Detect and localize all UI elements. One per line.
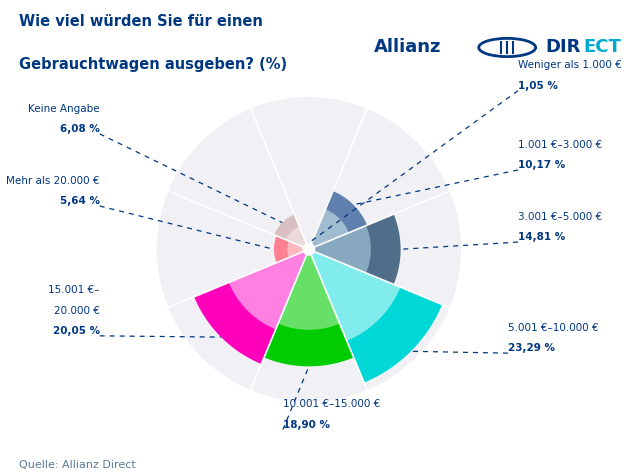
Polygon shape — [287, 241, 309, 257]
Polygon shape — [306, 243, 311, 249]
Text: DIR: DIR — [545, 38, 580, 57]
Polygon shape — [309, 209, 349, 249]
Text: 3.001 €–5.000 €: 3.001 €–5.000 € — [518, 212, 602, 222]
Polygon shape — [229, 249, 309, 329]
Polygon shape — [309, 214, 401, 285]
Polygon shape — [278, 249, 339, 330]
Text: Weniger als 1.000 €: Weniger als 1.000 € — [518, 60, 622, 70]
Text: 10.001 €–15.000 €: 10.001 €–15.000 € — [283, 399, 380, 409]
Text: 6,08 %: 6,08 % — [60, 124, 100, 134]
Circle shape — [157, 98, 461, 401]
Text: 1,05 %: 1,05 % — [518, 81, 558, 91]
Text: Wie viel würden Sie für einen: Wie viel würden Sie für einen — [19, 14, 263, 29]
Text: Mehr als 20.000 €: Mehr als 20.000 € — [6, 176, 100, 186]
Polygon shape — [309, 191, 367, 249]
Text: 10,17 %: 10,17 % — [518, 160, 565, 170]
Polygon shape — [274, 236, 309, 263]
Polygon shape — [309, 249, 401, 341]
Text: Gebrauchtwagen ausgeben? (%): Gebrauchtwagen ausgeben? (%) — [19, 57, 287, 72]
Text: 18,90 %: 18,90 % — [283, 419, 330, 429]
Polygon shape — [264, 249, 354, 366]
Polygon shape — [274, 215, 309, 249]
Text: 23,29 %: 23,29 % — [508, 343, 555, 353]
Text: 1.001 €–3.000 €: 1.001 €–3.000 € — [518, 140, 602, 150]
Text: 5.001 €–10.000 €: 5.001 €–10.000 € — [508, 323, 598, 333]
Text: 20.000 €: 20.000 € — [54, 305, 100, 316]
Polygon shape — [309, 226, 371, 273]
Text: Keine Angabe: Keine Angabe — [28, 104, 100, 114]
Text: Quelle: Allianz Direct: Quelle: Allianz Direct — [19, 460, 135, 470]
Text: 20,05 %: 20,05 % — [52, 326, 100, 336]
Text: Allianz: Allianz — [374, 38, 442, 57]
Circle shape — [303, 244, 314, 255]
Polygon shape — [194, 249, 309, 364]
Polygon shape — [286, 227, 309, 249]
Text: ECT: ECT — [583, 38, 621, 57]
Text: 14,81 %: 14,81 % — [518, 232, 565, 242]
Polygon shape — [307, 245, 311, 249]
Polygon shape — [309, 249, 442, 382]
Text: 15.001 €–: 15.001 €– — [48, 285, 100, 295]
Text: 5,64 %: 5,64 % — [60, 196, 100, 206]
